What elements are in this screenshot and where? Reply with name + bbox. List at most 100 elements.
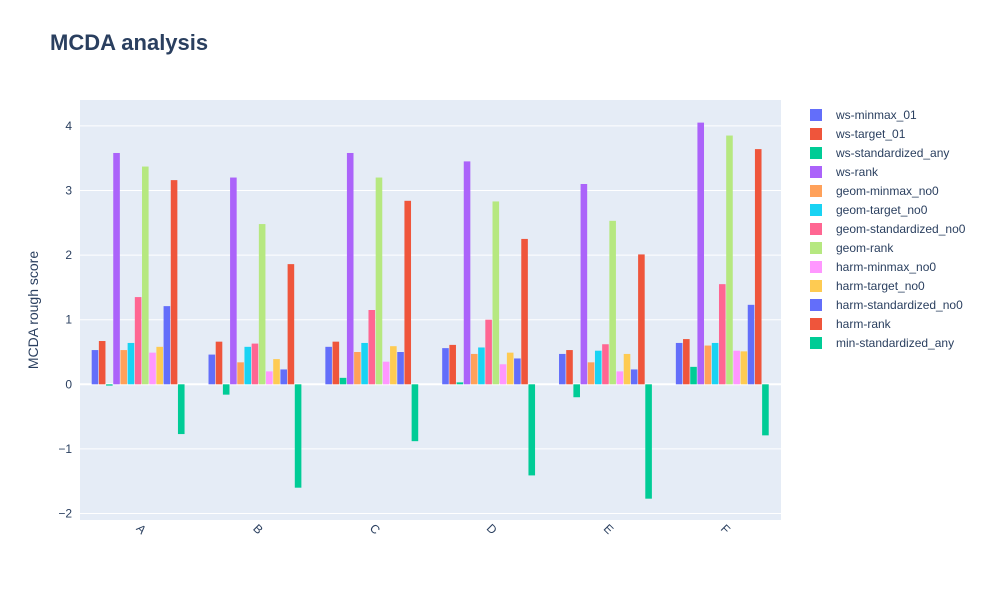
bar-D-harm-rank[interactable]: [521, 238, 528, 385]
bar-D-ws-minmax_01[interactable]: [442, 348, 449, 385]
bar-A-harm-rank[interactable]: [170, 180, 178, 385]
bar-F-ws-standardized_any[interactable]: [690, 366, 697, 385]
plot-area: [80, 100, 781, 520]
bar-F-geom-target_no0[interactable]: [711, 342, 719, 385]
bar-A-ws-minmax_01[interactable]: [91, 350, 99, 385]
bar-F-ws-rank[interactable]: [697, 122, 705, 385]
legend-swatch: [810, 128, 822, 140]
bar-A-ws-rank[interactable]: [113, 152, 120, 385]
bar-D-harm-standardized_no0[interactable]: [514, 358, 521, 385]
bar-C-harm-minmax_no0[interactable]: [382, 361, 390, 385]
bar-F-ws-target_01[interactable]: [683, 339, 690, 385]
bar-E-harm-target_no0[interactable]: [623, 353, 631, 385]
legend-item[interactable]: harm-minmax_no0: [810, 260, 936, 274]
bar-E-geom-target_no0[interactable]: [594, 350, 602, 385]
bar-C-harm-standardized_no0[interactable]: [397, 352, 404, 385]
legend-item[interactable]: min-standardized_any: [810, 336, 954, 350]
bar-B-ws-standardized_any[interactable]: [222, 384, 230, 395]
legend-swatch: [810, 280, 822, 292]
legend-label: min-standardized_any: [836, 336, 954, 350]
bar-C-ws-target_01[interactable]: [332, 341, 340, 385]
bar-A-harm-target_no0[interactable]: [156, 346, 163, 385]
bar-D-harm-target_no0[interactable]: [506, 352, 514, 385]
legend-item[interactable]: ws-minmax_01: [810, 108, 917, 122]
bar-F-harm-standardized_no0[interactable]: [747, 304, 755, 385]
bar-E-geom-rank[interactable]: [609, 220, 616, 385]
legend-item[interactable]: geom-rank: [810, 241, 894, 255]
bar-D-harm-minmax_no0[interactable]: [499, 364, 507, 385]
bar-F-min-standardized_any[interactable]: [762, 384, 769, 436]
bar-D-geom-standardized_no0[interactable]: [485, 319, 492, 385]
bar-D-geom-target_no0[interactable]: [478, 347, 485, 385]
bar-F-harm-rank[interactable]: [754, 149, 762, 385]
bar-C-geom-minmax_no0[interactable]: [354, 352, 361, 385]
bar-A-ws-standardized_any[interactable]: [106, 384, 113, 386]
legend-label: geom-standardized_no0: [836, 222, 966, 236]
legend-item[interactable]: harm-target_no0: [810, 279, 925, 293]
legend-item[interactable]: geom-minmax_no0: [810, 184, 939, 198]
bar-F-harm-minmax_no0[interactable]: [733, 350, 740, 385]
bar-B-harm-rank[interactable]: [287, 264, 295, 385]
bar-C-ws-minmax_01[interactable]: [325, 346, 332, 385]
bar-D-ws-rank[interactable]: [463, 161, 471, 385]
legend[interactable]: ws-minmax_01 ws-target_01 ws-standardized_…: [810, 108, 966, 350]
legend-item[interactable]: geom-standardized_no0: [810, 222, 966, 236]
bar-D-geom-minmax_no0[interactable]: [470, 353, 478, 385]
bar-B-min-standardized_any[interactable]: [294, 384, 302, 488]
bar-B-harm-standardized_no0[interactable]: [280, 369, 288, 385]
bar-D-ws-target_01[interactable]: [449, 344, 456, 385]
bar-E-min-standardized_any[interactable]: [645, 384, 652, 499]
bar-C-harm-target_no0[interactable]: [390, 346, 397, 385]
bar-F-harm-target_no0[interactable]: [740, 351, 748, 385]
bar-C-ws-rank[interactable]: [346, 152, 354, 385]
legend-item[interactable]: ws-standardized_any: [810, 146, 949, 160]
bar-B-ws-rank[interactable]: [230, 177, 237, 385]
bar-E-harm-standardized_no0[interactable]: [630, 369, 638, 385]
bar-B-harm-minmax_no0[interactable]: [266, 371, 273, 385]
bar-B-geom-target_no0[interactable]: [244, 346, 252, 385]
bar-A-ws-target_01[interactable]: [98, 341, 106, 385]
bar-E-geom-minmax_no0[interactable]: [587, 362, 595, 385]
bar-A-min-standardized_any[interactable]: [177, 384, 185, 435]
bar-E-harm-rank[interactable]: [638, 254, 645, 385]
bar-A-harm-minmax_no0[interactable]: [149, 352, 156, 385]
bar-A-harm-standardized_no0[interactable]: [163, 306, 171, 385]
bar-A-geom-rank[interactable]: [142, 166, 149, 385]
bar-B-ws-target_01[interactable]: [215, 341, 223, 385]
bar-D-ws-standardized_any[interactable]: [456, 382, 464, 385]
bar-E-ws-rank[interactable]: [580, 184, 588, 385]
bar-B-geom-rank[interactable]: [258, 224, 266, 385]
bar-E-ws-target_01[interactable]: [566, 350, 573, 385]
bar-E-ws-minmax_01[interactable]: [559, 353, 566, 385]
legend-swatch: [810, 299, 822, 311]
bar-E-geom-standardized_no0[interactable]: [602, 344, 609, 385]
bar-A-geom-target_no0[interactable]: [127, 342, 135, 385]
bar-C-min-standardized_any[interactable]: [411, 384, 419, 442]
bar-F-ws-minmax_01[interactable]: [675, 342, 683, 385]
legend-item[interactable]: ws-target_01: [810, 127, 906, 141]
bar-C-geom-rank[interactable]: [375, 177, 383, 385]
bar-E-ws-standardized_any[interactable]: [573, 384, 580, 398]
legend-item[interactable]: geom-target_no0: [810, 203, 928, 217]
bar-E-harm-minmax_no0[interactable]: [616, 371, 624, 385]
bar-F-geom-minmax_no0[interactable]: [704, 345, 712, 385]
bar-C-geom-standardized_no0[interactable]: [368, 310, 376, 385]
bar-F-geom-rank[interactable]: [726, 135, 733, 385]
bar-A-geom-minmax_no0[interactable]: [120, 350, 128, 385]
bar-B-geom-minmax_no0[interactable]: [237, 362, 244, 385]
bar-C-harm-rank[interactable]: [404, 200, 412, 385]
legend-item[interactable]: harm-rank: [810, 317, 892, 331]
legend-swatch: [810, 223, 822, 235]
bar-C-ws-standardized_any[interactable]: [339, 377, 347, 385]
bar-A-geom-standardized_no0[interactable]: [134, 297, 142, 385]
bar-B-ws-minmax_01[interactable]: [208, 354, 216, 385]
bar-F-geom-standardized_no0[interactable]: [718, 284, 726, 385]
legend-item[interactable]: ws-rank: [810, 165, 879, 179]
legend-item[interactable]: harm-standardized_no0: [810, 298, 963, 312]
bar-C-geom-target_no0[interactable]: [361, 342, 368, 385]
bar-D-min-standardized_any[interactable]: [528, 384, 536, 476]
bar-D-geom-rank[interactable]: [492, 201, 500, 385]
bar-B-geom-standardized_no0[interactable]: [251, 343, 259, 385]
bar-B-harm-target_no0[interactable]: [273, 359, 280, 385]
